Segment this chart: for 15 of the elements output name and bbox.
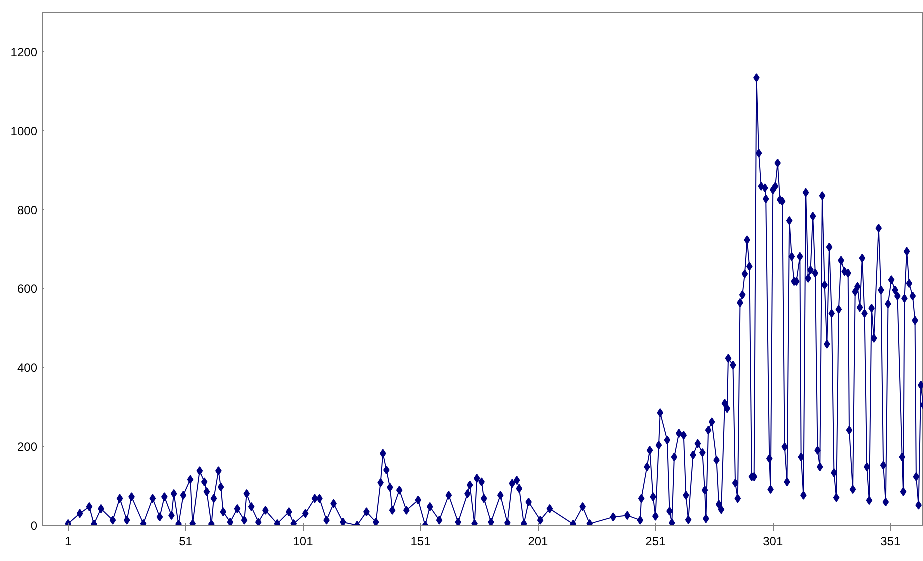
x-tick-label: 1	[65, 534, 72, 548]
x-tick-label: 251	[646, 534, 666, 548]
x-tick-label: 201	[528, 534, 549, 548]
x-tick-label: 151	[410, 534, 432, 548]
x-tick-label: 101	[293, 534, 314, 548]
x-tick-label: 51	[179, 534, 193, 548]
y-tick-label: 600	[17, 282, 38, 296]
y-tick-label: 200	[17, 440, 38, 454]
x-tick-label: 351	[880, 534, 901, 548]
y-tick-label: 1200	[10, 45, 38, 60]
y-tick-label: 800	[17, 203, 38, 218]
y-tick-label: 1000	[10, 124, 38, 138]
x-tick-label: 301	[763, 534, 784, 548]
y-tick-label: 0	[30, 519, 38, 533]
y-tick-label: 400	[17, 361, 38, 376]
